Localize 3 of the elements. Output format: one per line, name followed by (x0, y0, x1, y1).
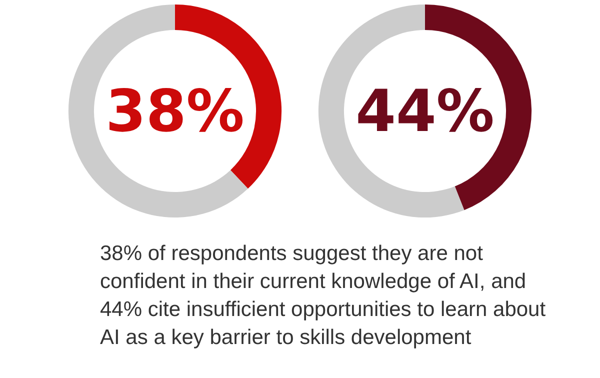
text: 44% (356, 77, 494, 145)
text: 38% (106, 77, 244, 145)
text: 38% of respondents suggest they are not confident in their current knowledge of AI, and 44% cite insufficient opportunities to learn about AI as a key barrier to skills development (100, 241, 547, 351)
